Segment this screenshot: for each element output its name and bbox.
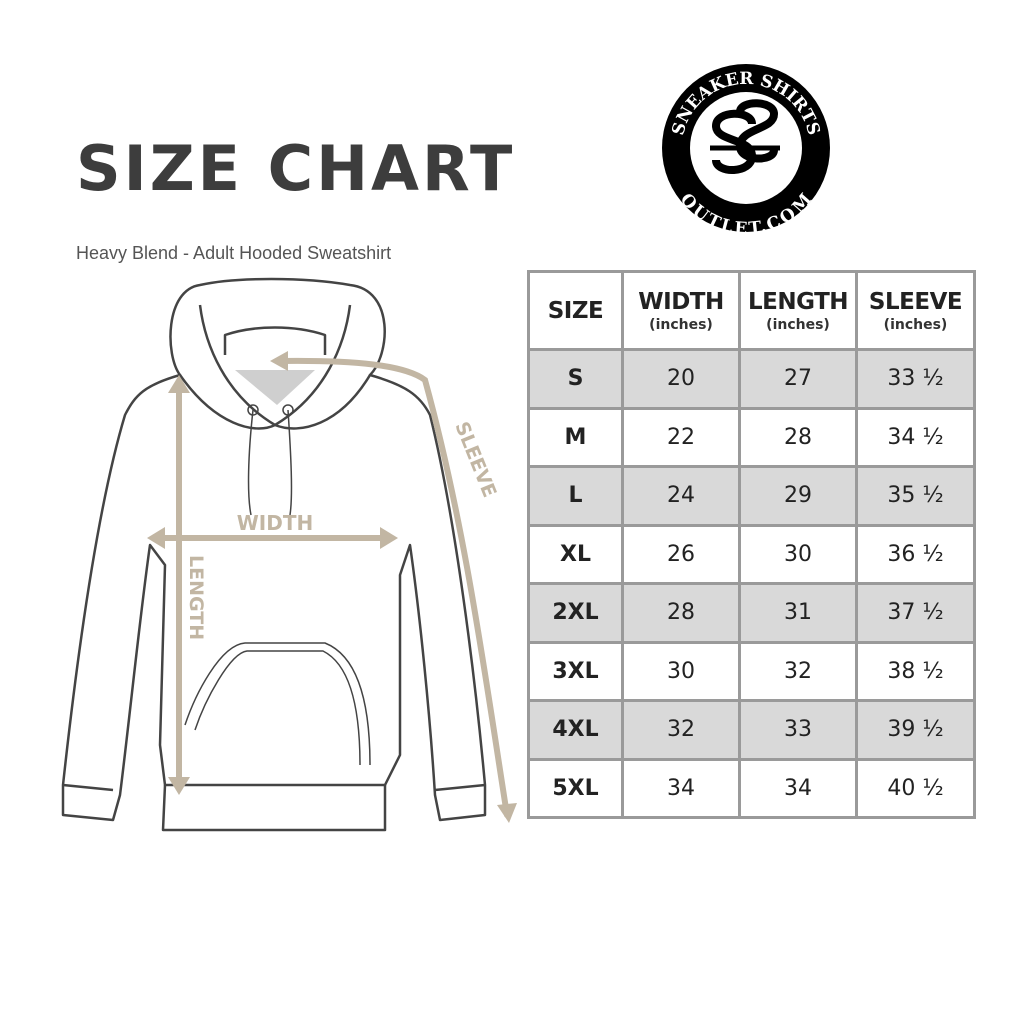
table-row: S 20 27 33 ½ — [527, 348, 976, 410]
header-width: WIDTH (inches) — [621, 270, 741, 351]
size-cell: 3XL — [527, 640, 624, 702]
size-cell: 2XL — [527, 582, 624, 644]
width-cell: 30 — [621, 640, 741, 702]
brand-logo: SNEAKER SHIRTS OUTLET.COM — [662, 64, 830, 234]
sleeve-cell: 39 ½ — [855, 699, 976, 761]
width-cell: 26 — [621, 523, 741, 585]
sleeve-cell: 36 ½ — [855, 523, 976, 585]
sleeve-cell: 35 ½ — [855, 465, 976, 527]
sleeve-label: SLEEVE — [450, 419, 500, 501]
width-cell: 28 — [621, 582, 741, 644]
length-cell: 28 — [738, 406, 858, 468]
page-title: SIZE CHART — [76, 132, 516, 205]
size-cell: 4XL — [527, 699, 624, 761]
table-row: XL 26 30 36 ½ — [527, 523, 976, 585]
size-cell: 5XL — [527, 757, 624, 819]
length-cell: 30 — [738, 523, 858, 585]
size-cell: L — [527, 465, 624, 527]
length-label: LENGTH — [185, 555, 207, 640]
width-cell: 24 — [621, 465, 741, 527]
table-row: 4XL 32 33 39 ½ — [527, 699, 976, 761]
table-header-row: SIZE WIDTH (inches) LENGTH (inches) SLEEVE… — [527, 270, 976, 351]
header-sleeve: SLEEVE (inches) — [855, 270, 976, 351]
header-length: LENGTH (inches) — [738, 270, 858, 351]
size-cell: S — [527, 348, 624, 410]
size-table: SIZE WIDTH (inches) LENGTH (inches) SLEEVE… — [527, 270, 976, 819]
width-cell: 20 — [621, 348, 741, 410]
sleeve-cell: 40 ½ — [855, 757, 976, 819]
length-cell: 32 — [738, 640, 858, 702]
hoodie-diagram: WIDTH LENGTH SLEEVE — [61, 277, 517, 832]
length-cell: 33 — [738, 699, 858, 761]
table-row: 2XL 28 31 37 ½ — [527, 582, 976, 644]
size-cell: XL — [527, 523, 624, 585]
length-cell: 29 — [738, 465, 858, 527]
header-size: SIZE — [527, 270, 624, 351]
width-cell: 32 — [621, 699, 741, 761]
width-cell: 34 — [621, 757, 741, 819]
sleeve-cell: 37 ½ — [855, 582, 976, 644]
length-cell: 31 — [738, 582, 858, 644]
width-cell: 22 — [621, 406, 741, 468]
length-cell: 34 — [738, 757, 858, 819]
product-subtitle: Heavy Blend - Adult Hooded Sweatshirt — [76, 243, 392, 263]
table-row: L 24 29 35 ½ — [527, 465, 976, 527]
logo-monogram-icon — [710, 99, 780, 175]
length-cell: 27 — [738, 348, 858, 410]
table-row: M 22 28 34 ½ — [527, 406, 976, 468]
size-cell: M — [527, 406, 624, 468]
sleeve-cell: 38 ½ — [855, 640, 976, 702]
width-label: WIDTH — [237, 511, 313, 535]
sleeve-cell: 34 ½ — [855, 406, 976, 468]
table-row: 5XL 34 34 40 ½ — [527, 757, 976, 819]
sleeve-cell: 33 ½ — [855, 348, 976, 410]
table-row: 3XL 30 32 38 ½ — [527, 640, 976, 702]
